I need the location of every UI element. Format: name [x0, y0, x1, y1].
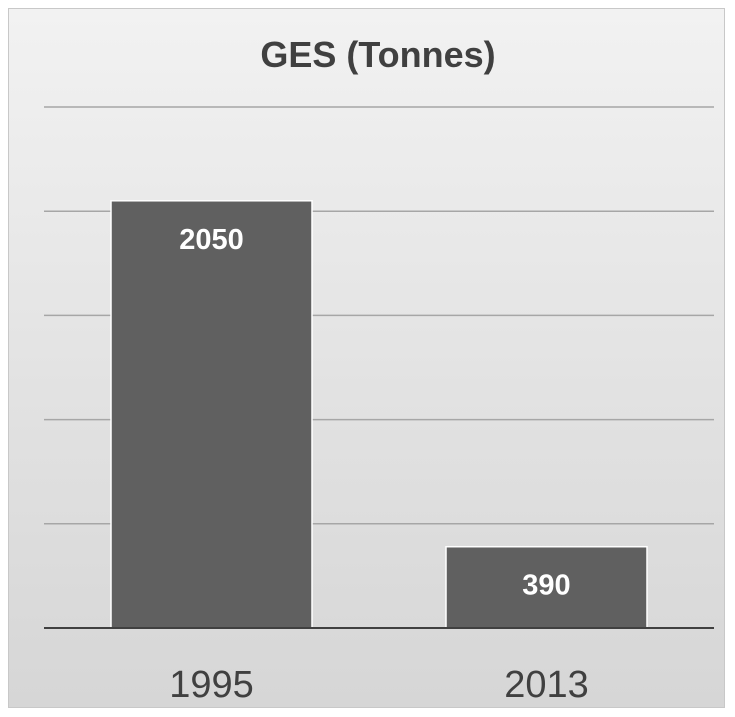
x-tick-label-1995: 1995	[169, 664, 254, 706]
bars	[110, 200, 648, 629]
chart-title: GES (Tonnes)	[260, 34, 495, 75]
data-label-2013: 390	[522, 570, 570, 602]
x-tick-label-2013: 2013	[504, 664, 589, 706]
data-labels: 2050 390	[179, 224, 570, 602]
x-axis-ticks: 1995 2013	[169, 664, 589, 706]
data-label-1995: 2050	[179, 224, 244, 256]
bar-1995	[110, 200, 313, 629]
